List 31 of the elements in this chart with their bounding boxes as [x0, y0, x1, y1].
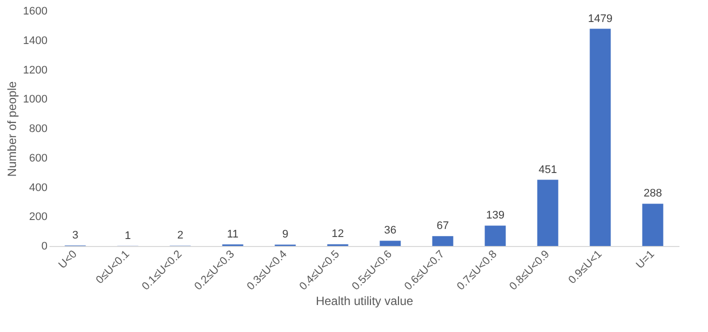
y-tick-label: 1000: [23, 94, 48, 106]
data-label: 36: [384, 224, 396, 237]
y-tick-label: 200: [29, 211, 48, 224]
y-tick-label: 600: [29, 152, 48, 164]
data-label: 3: [72, 230, 78, 242]
data-label: 288: [644, 188, 662, 200]
bar: [432, 236, 454, 246]
y-axis-title: Number of people: [5, 80, 20, 177]
bar: [484, 226, 506, 246]
data-label: 12: [332, 228, 344, 240]
x-tick-label: U<0: [56, 248, 80, 272]
bar: [590, 28, 611, 246]
data-label: 139: [486, 210, 504, 222]
x-axis-title: Health utility value: [316, 294, 414, 308]
y-tick-label: 1400: [23, 34, 48, 47]
y-tick-label: 400: [29, 182, 48, 194]
data-label: 67: [436, 220, 449, 232]
y-tick-label: 800: [29, 123, 48, 135]
data-label: 451: [538, 164, 557, 176]
y-tick-label: 1200: [23, 64, 48, 76]
data-label: 2: [177, 230, 184, 242]
data-label: 11: [227, 228, 238, 240]
bar: [537, 180, 558, 246]
data-label: 9: [282, 228, 288, 241]
y-tick-label: 0: [41, 240, 48, 252]
y-tick-label: 1600: [23, 6, 48, 18]
data-label: 1479: [588, 12, 612, 25]
x-tick-label: U=1: [634, 248, 657, 272]
bar: [642, 204, 664, 246]
data-label: 1: [124, 230, 131, 242]
bar: [380, 240, 401, 246]
